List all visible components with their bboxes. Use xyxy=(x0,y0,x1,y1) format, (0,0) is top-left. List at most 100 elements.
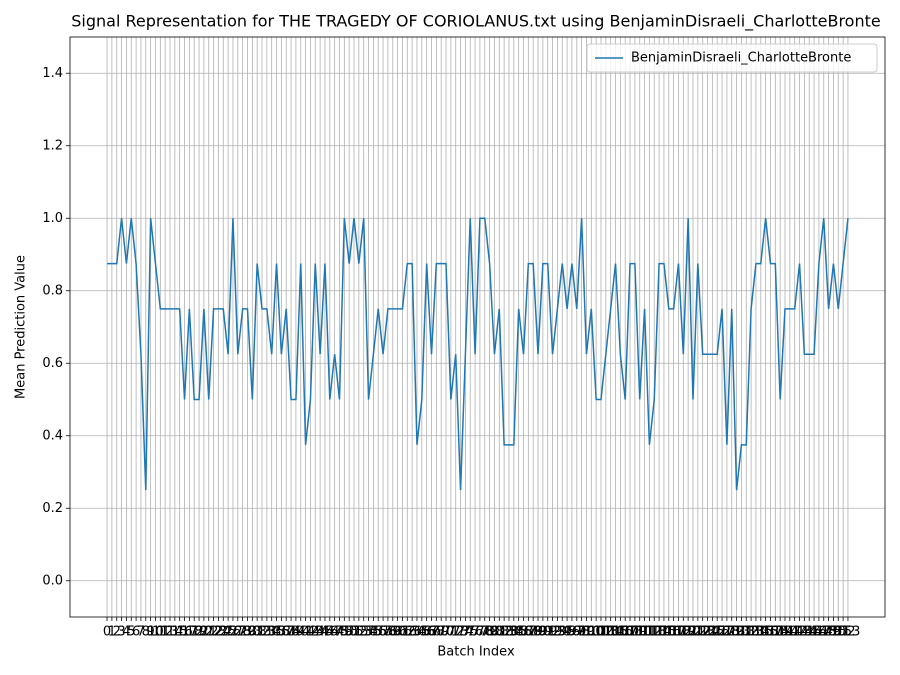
x-tick-label: 54 xyxy=(360,625,377,640)
x-tick-label: 56 xyxy=(370,625,387,640)
x-tick-label: 46 xyxy=(322,625,339,640)
x-tick-label: 82 xyxy=(496,625,513,640)
x-tick-label: 145 xyxy=(797,625,822,640)
x-tick-label: 35 xyxy=(268,625,285,640)
x-tick-label: 21 xyxy=(200,625,217,640)
x-tick-label: 131 xyxy=(729,625,754,640)
x-tick-label: 27 xyxy=(230,625,247,640)
x-tick-label: 119 xyxy=(671,625,696,640)
x-tick-label: 94 xyxy=(554,625,571,640)
x-tick-label: 150 xyxy=(821,625,846,640)
x-tick-label: 147 xyxy=(806,625,831,640)
legend-label: BenjaminDisraeli_CharlotteBronte xyxy=(631,51,851,66)
x-tick-label: 138 xyxy=(763,625,788,640)
x-tick-label: 101 xyxy=(584,625,609,640)
x-tick-label: 20 xyxy=(196,625,213,640)
x-tick-label: 133 xyxy=(739,625,764,640)
x-tick-label: 107 xyxy=(613,625,638,640)
x-tick-label: 52 xyxy=(351,625,368,640)
plot-frame xyxy=(69,36,886,618)
x-tick-label: 136 xyxy=(753,625,778,640)
x-tick-label: 81 xyxy=(491,625,508,640)
x-tick-label: 0 xyxy=(103,625,111,640)
x-tick-label: 26 xyxy=(225,625,242,640)
x-tick-label: 146 xyxy=(802,625,827,640)
x-tick-label: 44 xyxy=(312,625,329,640)
x-tick-label: 30 xyxy=(244,625,261,640)
x-tick-label: 5 xyxy=(127,625,135,640)
x-tick-label: 110 xyxy=(627,625,652,640)
x-tick-label: 124 xyxy=(695,625,720,640)
x-tick-label: 48 xyxy=(331,625,348,640)
x-tick-label: 64 xyxy=(409,625,426,640)
x-tick-label: 32 xyxy=(254,625,271,640)
x-tick-label: 109 xyxy=(622,625,647,640)
x-tick-label: 88 xyxy=(525,625,542,640)
x-tick-label: 78 xyxy=(476,625,493,640)
x-tick-label: 91 xyxy=(539,625,556,640)
x-tick-label: 36 xyxy=(273,625,290,640)
x-tick-label: 73 xyxy=(452,625,469,640)
x-tick-label: 40 xyxy=(292,625,309,640)
x-tick-label: 22 xyxy=(205,625,222,640)
x-axis-label: Batch Index xyxy=(437,645,515,660)
x-tick-label: 65 xyxy=(414,625,431,640)
x-tick-label: 7 xyxy=(137,625,145,640)
x-tick-label: 49 xyxy=(336,625,353,640)
x-tick-label: 86 xyxy=(515,625,532,640)
x-tick-label: 51 xyxy=(346,625,363,640)
x-tick-label: 99 xyxy=(578,625,595,640)
x-tick-label: 105 xyxy=(603,625,628,640)
x-tick-label: 142 xyxy=(782,625,807,640)
x-tick-label: 143 xyxy=(787,625,812,640)
x-tick-label: 42 xyxy=(302,625,319,640)
x-tick-label: 37 xyxy=(278,625,295,640)
x-tick-label: 85 xyxy=(510,625,527,640)
y-tick-label: 0.2 xyxy=(42,501,63,516)
x-tick-label: 102 xyxy=(589,625,614,640)
x-tick-label: 151 xyxy=(826,625,851,640)
x-tick-label: 115 xyxy=(652,625,677,640)
x-tick-label: 144 xyxy=(792,625,817,640)
legend-box xyxy=(586,43,878,73)
x-tick-label: 97 xyxy=(568,625,585,640)
x-tick-label: 9 xyxy=(146,625,154,640)
y-tick-label: 1.0 xyxy=(42,211,63,226)
y-axis-label: Mean Prediction Value xyxy=(14,255,29,399)
x-tick-label: 89 xyxy=(530,625,547,640)
x-tick-label: 128 xyxy=(714,625,739,640)
x-tick-label: 62 xyxy=(399,625,416,640)
x-tick-label: 93 xyxy=(549,625,566,640)
chart-title: Signal Representation for THE TRAGEDY OF… xyxy=(71,12,880,32)
x-tick-label: 122 xyxy=(685,625,710,640)
x-tick-label: 116 xyxy=(656,625,681,640)
x-tick-label: 152 xyxy=(831,625,856,640)
x-tick-label: 108 xyxy=(618,625,643,640)
x-tick-label: 50 xyxy=(341,625,358,640)
x-tick-label: 120 xyxy=(676,625,701,640)
x-tick-label: 114 xyxy=(647,625,672,640)
x-tick-label: 10 xyxy=(147,625,164,640)
x-tick-label: 134 xyxy=(744,625,769,640)
x-tick-label: 139 xyxy=(768,625,793,640)
x-tick-label: 90 xyxy=(535,625,552,640)
x-tick-label: 87 xyxy=(520,625,537,640)
x-tick-label: 140 xyxy=(773,625,798,640)
x-tick-label: 19 xyxy=(191,625,208,640)
x-tick-label: 6 xyxy=(132,625,140,640)
x-tick-label: 71 xyxy=(443,625,460,640)
x-tick-label: 33 xyxy=(259,625,276,640)
x-tick-label: 57 xyxy=(375,625,392,640)
x-tick-label: 100 xyxy=(579,625,604,640)
x-tick-label: 59 xyxy=(384,625,401,640)
y-tick-label: 1.4 xyxy=(42,66,63,81)
x-tick-label: 95 xyxy=(559,625,576,640)
x-tick-label: 13 xyxy=(162,625,179,640)
x-tick-label: 31 xyxy=(249,625,266,640)
x-tick-label: 25 xyxy=(220,625,237,640)
x-tick-label: 60 xyxy=(389,625,406,640)
x-tick-label: 132 xyxy=(734,625,759,640)
x-tick-label: 153 xyxy=(836,625,861,640)
y-tick-label: 0.6 xyxy=(42,356,63,371)
x-tick-label: 23 xyxy=(210,625,227,640)
